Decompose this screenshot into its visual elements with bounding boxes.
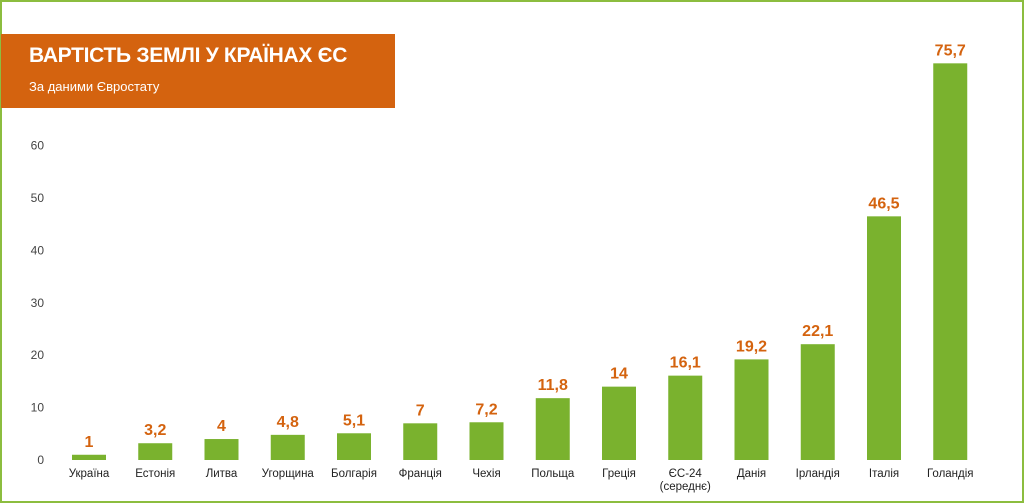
bar-value-label: 3,2 (144, 422, 166, 439)
category-label: Литва (206, 468, 238, 480)
category-label: Данія (737, 468, 766, 480)
bar-value-label: 22,1 (802, 323, 833, 340)
category-label: Естонія (135, 468, 175, 480)
chart-title: ВАРТІСТЬ ЗЕМЛІ У КРАЇНАХ ЄС (29, 44, 347, 68)
bar-value-label: 7 (416, 402, 425, 419)
bar-value-label: 19,2 (736, 338, 767, 355)
category-label: ЄС-24 (середнє) (660, 468, 711, 493)
bar (138, 443, 172, 460)
bar-value-label: 16,1 (670, 355, 701, 372)
bar-value-label: 7,2 (475, 401, 497, 418)
category-label: Голандія (927, 468, 974, 480)
y-axis: 0 10 20 30 40 50 60 (31, 139, 45, 467)
bar (668, 376, 702, 460)
bar (536, 398, 570, 460)
bar (867, 216, 901, 460)
bar (735, 359, 769, 460)
y-tick-label: 10 (31, 401, 45, 415)
bar-value-label: 1 (85, 434, 94, 451)
bar (602, 387, 636, 460)
y-tick-label: 0 (37, 453, 44, 467)
bar (933, 63, 967, 460)
bar-value-label: 4,8 (277, 414, 299, 431)
bars (72, 63, 967, 460)
category-label: Польща (531, 468, 575, 480)
category-label: Франція (399, 468, 442, 480)
category-label: Угорщина (262, 468, 315, 480)
bar-value-label: 14 (610, 366, 628, 383)
bar-value-label: 4 (217, 418, 226, 435)
y-tick-label: 20 (31, 348, 45, 362)
category-label: Україна (69, 468, 110, 480)
y-tick-label: 60 (31, 139, 45, 153)
y-tick-label: 40 (31, 243, 45, 257)
category-label: Чехія (472, 468, 500, 480)
bar (403, 423, 437, 460)
category-label: Італія (869, 468, 899, 480)
bar-value-label: 11,8 (538, 377, 568, 394)
x-axis-labels: Україна Естонія Литва Угорщина Болгарія Франц… (69, 468, 974, 493)
category-label: Греція (602, 468, 636, 480)
bar (801, 344, 835, 460)
bar-value-label: 46,5 (868, 195, 899, 212)
bar (72, 455, 106, 460)
chart-subtitle: За даними Євростату (29, 79, 159, 94)
bar-value-label: 5,1 (343, 412, 365, 429)
title-banner: ВАРТІСТЬ ЗЕМЛІ У КРАЇНАХ ЄС За даними Єв… (1, 34, 395, 108)
category-label: Болгарія (331, 468, 377, 480)
category-label: Ірландія (796, 468, 840, 480)
bar (337, 433, 371, 460)
bar-value-label: 75,7 (935, 42, 966, 59)
bar (271, 435, 305, 460)
y-tick-label: 30 (31, 296, 45, 310)
bar (470, 422, 504, 460)
bar (205, 439, 239, 460)
y-tick-label: 50 (31, 191, 45, 205)
